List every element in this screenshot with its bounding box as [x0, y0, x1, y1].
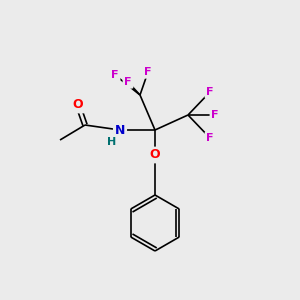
- Text: F: F: [206, 133, 214, 143]
- Text: F: F: [111, 70, 119, 80]
- Text: F: F: [144, 67, 152, 77]
- Text: O: O: [73, 98, 83, 112]
- Text: H: H: [107, 137, 117, 147]
- Text: O: O: [150, 148, 160, 161]
- Text: F: F: [124, 77, 132, 87]
- Text: F: F: [211, 110, 219, 120]
- Text: N: N: [115, 124, 125, 136]
- Text: F: F: [206, 87, 214, 97]
